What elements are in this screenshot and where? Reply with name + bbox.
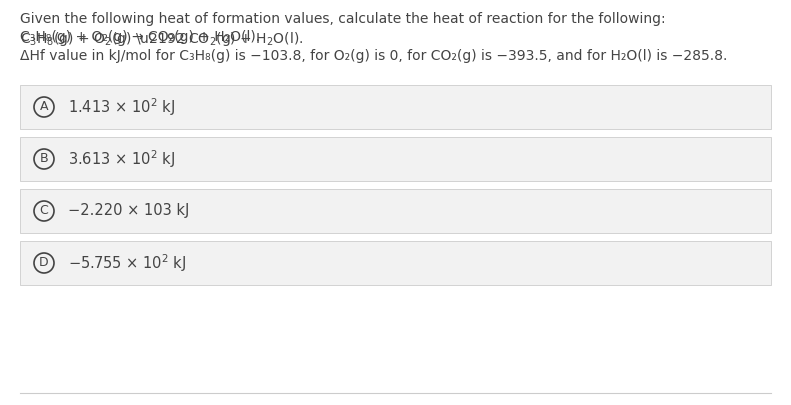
FancyBboxPatch shape: [20, 137, 771, 181]
Text: −2.220 × 103 kJ: −2.220 × 103 kJ: [68, 203, 189, 219]
Text: C₃H₈(g) + O₂(g) → CO₂(g) + H₂O(l).: C₃H₈(g) + O₂(g) → CO₂(g) + H₂O(l).: [20, 30, 260, 44]
Text: A: A: [40, 100, 48, 113]
Text: C: C: [40, 205, 48, 217]
FancyBboxPatch shape: [20, 85, 771, 129]
Text: ΔHf value in kJ/mol for C₃H₈(g) is −103.8, for O₂(g) is 0, for CO₂(g) is −393.5,: ΔHf value in kJ/mol for C₃H₈(g) is −103.…: [20, 49, 728, 63]
Text: D: D: [40, 256, 49, 269]
FancyBboxPatch shape: [20, 189, 771, 233]
FancyBboxPatch shape: [20, 241, 771, 285]
Text: B: B: [40, 153, 48, 166]
Text: Given the following heat of formation values, calculate the heat of reaction for: Given the following heat of formation va…: [20, 12, 665, 26]
Text: −5.755 × 10$^{2}$ kJ: −5.755 × 10$^{2}$ kJ: [68, 252, 187, 274]
Text: 1.413 × 10$^{2}$ kJ: 1.413 × 10$^{2}$ kJ: [68, 96, 175, 118]
Text: 3.613 × 10$^{2}$ kJ: 3.613 × 10$^{2}$ kJ: [68, 148, 175, 170]
Text: $\mathregular{C_3H_8}$(g) + O$_2$(g) \u2192 CO$_2$(g) + H$_2$O(l).: $\mathregular{C_3H_8}$(g) + O$_2$(g) \u2…: [20, 30, 303, 48]
